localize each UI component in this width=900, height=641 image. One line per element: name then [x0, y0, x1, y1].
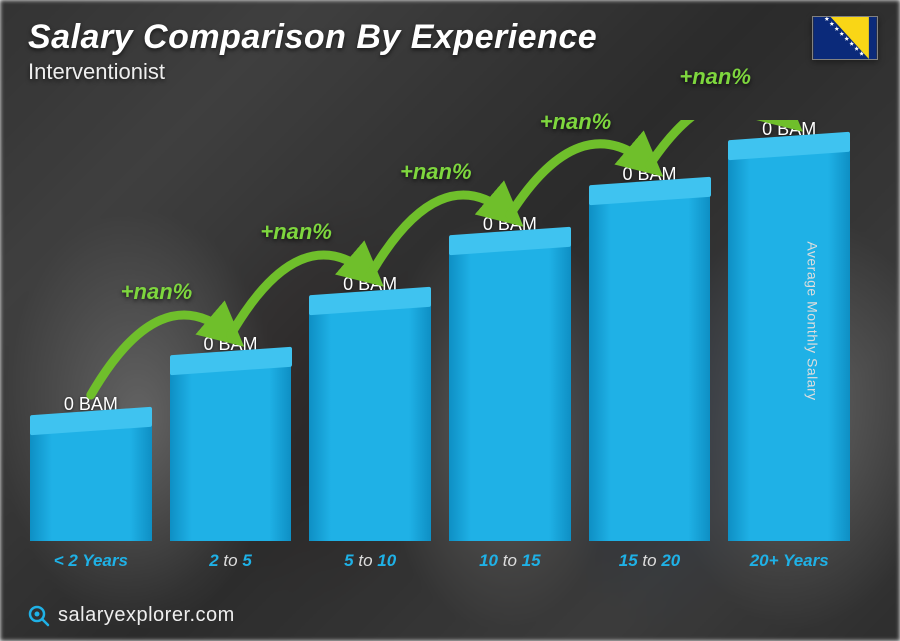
bar-rect [449, 241, 571, 541]
x-label-1: 2 to 5 [170, 551, 292, 571]
footer: salaryexplorer.com [28, 604, 235, 627]
bar-chart: 0 BAM0 BAM0 BAM0 BAM0 BAM0 BAM < 2 Years… [30, 120, 850, 571]
x-label-3: 10 to 15 [449, 551, 571, 571]
chart-title: Salary Comparison By Experience [28, 18, 597, 57]
growth-label: +nan% [540, 109, 612, 135]
chart-subtitle: Interventionist [28, 59, 597, 85]
bar-rect [728, 146, 850, 541]
growth-label: +nan% [400, 159, 472, 185]
salaryexplorer-logo-icon [28, 605, 50, 627]
growth-label: +nan% [260, 219, 332, 245]
x-label-5: 20+ Years [728, 551, 850, 571]
x-label-2: 5 to 10 [309, 551, 431, 571]
bar-rect [170, 361, 292, 541]
bar-rect [309, 301, 431, 541]
x-label-0: < 2 Years [30, 551, 152, 571]
country-flag-icon [812, 16, 878, 60]
y-axis-label: Average Monthly Salary [804, 241, 820, 400]
bar-5: 0 BAM [728, 119, 850, 541]
header: Salary Comparison By Experience Interven… [28, 18, 597, 85]
bar-3: 0 BAM [449, 214, 571, 541]
bar-4: 0 BAM [589, 164, 711, 541]
growth-label: +nan% [121, 279, 193, 305]
growth-label: +nan% [679, 64, 751, 90]
bar-rect [589, 191, 711, 541]
bar-0: 0 BAM [30, 394, 152, 541]
x-axis: < 2 Years 2 to 5 5 to 10 10 to 15 15 to 20 20… [30, 551, 850, 571]
bar-rect [30, 421, 152, 541]
bar-1: 0 BAM [170, 334, 292, 541]
x-label-4: 15 to 20 [589, 551, 711, 571]
bar-2: 0 BAM [309, 274, 431, 541]
footer-site: salaryexplorer.com [58, 604, 235, 627]
